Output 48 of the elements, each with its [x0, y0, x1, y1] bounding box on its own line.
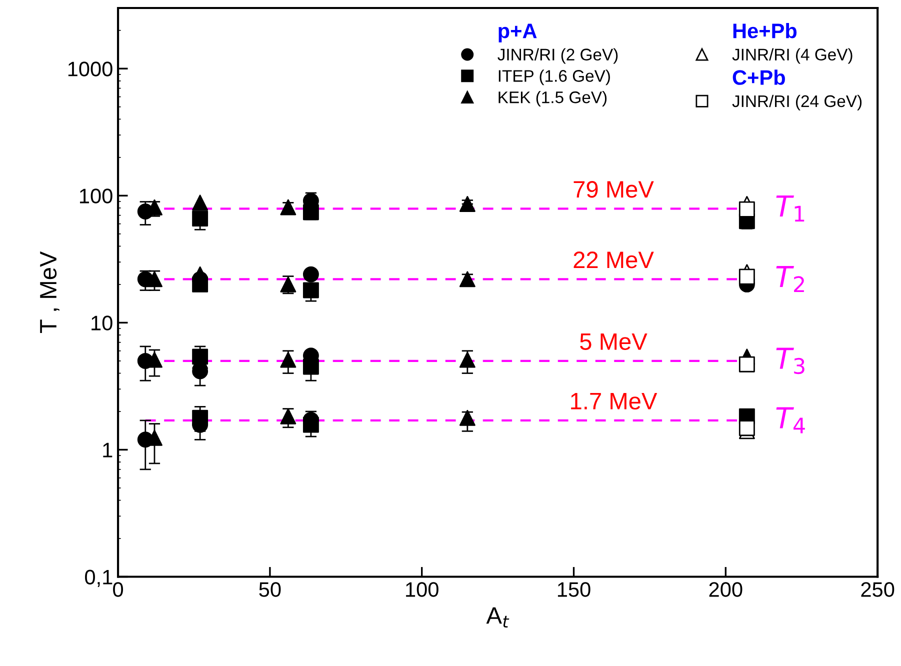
- point: [459, 196, 476, 212]
- legend-label: JINR/RI (4 GeV): [732, 48, 852, 64]
- x-axis-title: A$_{t}$: [486, 607, 510, 628]
- x-tick-label: 200: [709, 582, 742, 597]
- annotation: He+Pb: [733, 22, 797, 38]
- annotation: T$_{2}$: [776, 266, 804, 292]
- point: [459, 271, 476, 288]
- x-tick-label: 50: [259, 582, 281, 597]
- y-tick-label: 1000: [68, 62, 112, 76]
- annotation: T$_{1}$: [776, 195, 804, 222]
- point: [192, 194, 208, 211]
- legend-label: JINR/RI (2 GeV): [498, 48, 618, 64]
- point: [738, 356, 755, 372]
- ref-line-label: 1.7 MeV: [571, 393, 658, 410]
- ref-line-label: 79 MeV: [574, 181, 654, 198]
- legend-label: JINR/RI (24 GeV): [732, 94, 862, 110]
- y-axis-title: T , MeV: [40, 251, 60, 333]
- y-tick-label: 100: [80, 188, 112, 204]
- annotation: p+A: [498, 24, 537, 42]
- point: [280, 408, 296, 424]
- y-tick-label: 1: [103, 442, 112, 458]
- point: [302, 358, 319, 375]
- point: [738, 268, 755, 285]
- point: [302, 204, 319, 220]
- point: [302, 416, 319, 433]
- y-tick-label: 0,1: [85, 570, 112, 587]
- point: [459, 410, 476, 426]
- point: [280, 352, 296, 368]
- point: [280, 199, 296, 216]
- point: [738, 420, 755, 436]
- x-tick-label: 150: [558, 582, 590, 597]
- legend-label: KEK (1.5 GeV): [498, 90, 607, 107]
- point: [192, 410, 208, 426]
- point: [192, 210, 208, 227]
- legend-label: ITEP (1.6 GeV): [498, 70, 610, 86]
- ref-line-label: 22 MeV: [574, 252, 654, 268]
- point: [459, 352, 476, 368]
- annotation: T$_{3}$: [776, 348, 804, 374]
- point: [738, 201, 755, 218]
- point: [302, 282, 319, 298]
- x-tick-label: 0: [113, 582, 124, 597]
- annotation: T$_{4}$: [776, 407, 805, 434]
- x-tick-label: 250: [861, 582, 894, 597]
- x-tick-label: 100: [406, 582, 438, 597]
- ref-line-label: 5 MeV: [580, 334, 648, 350]
- y-tick-label: 10: [92, 316, 112, 330]
- annotation: C+Pb: [732, 70, 785, 85]
- point: [302, 266, 319, 282]
